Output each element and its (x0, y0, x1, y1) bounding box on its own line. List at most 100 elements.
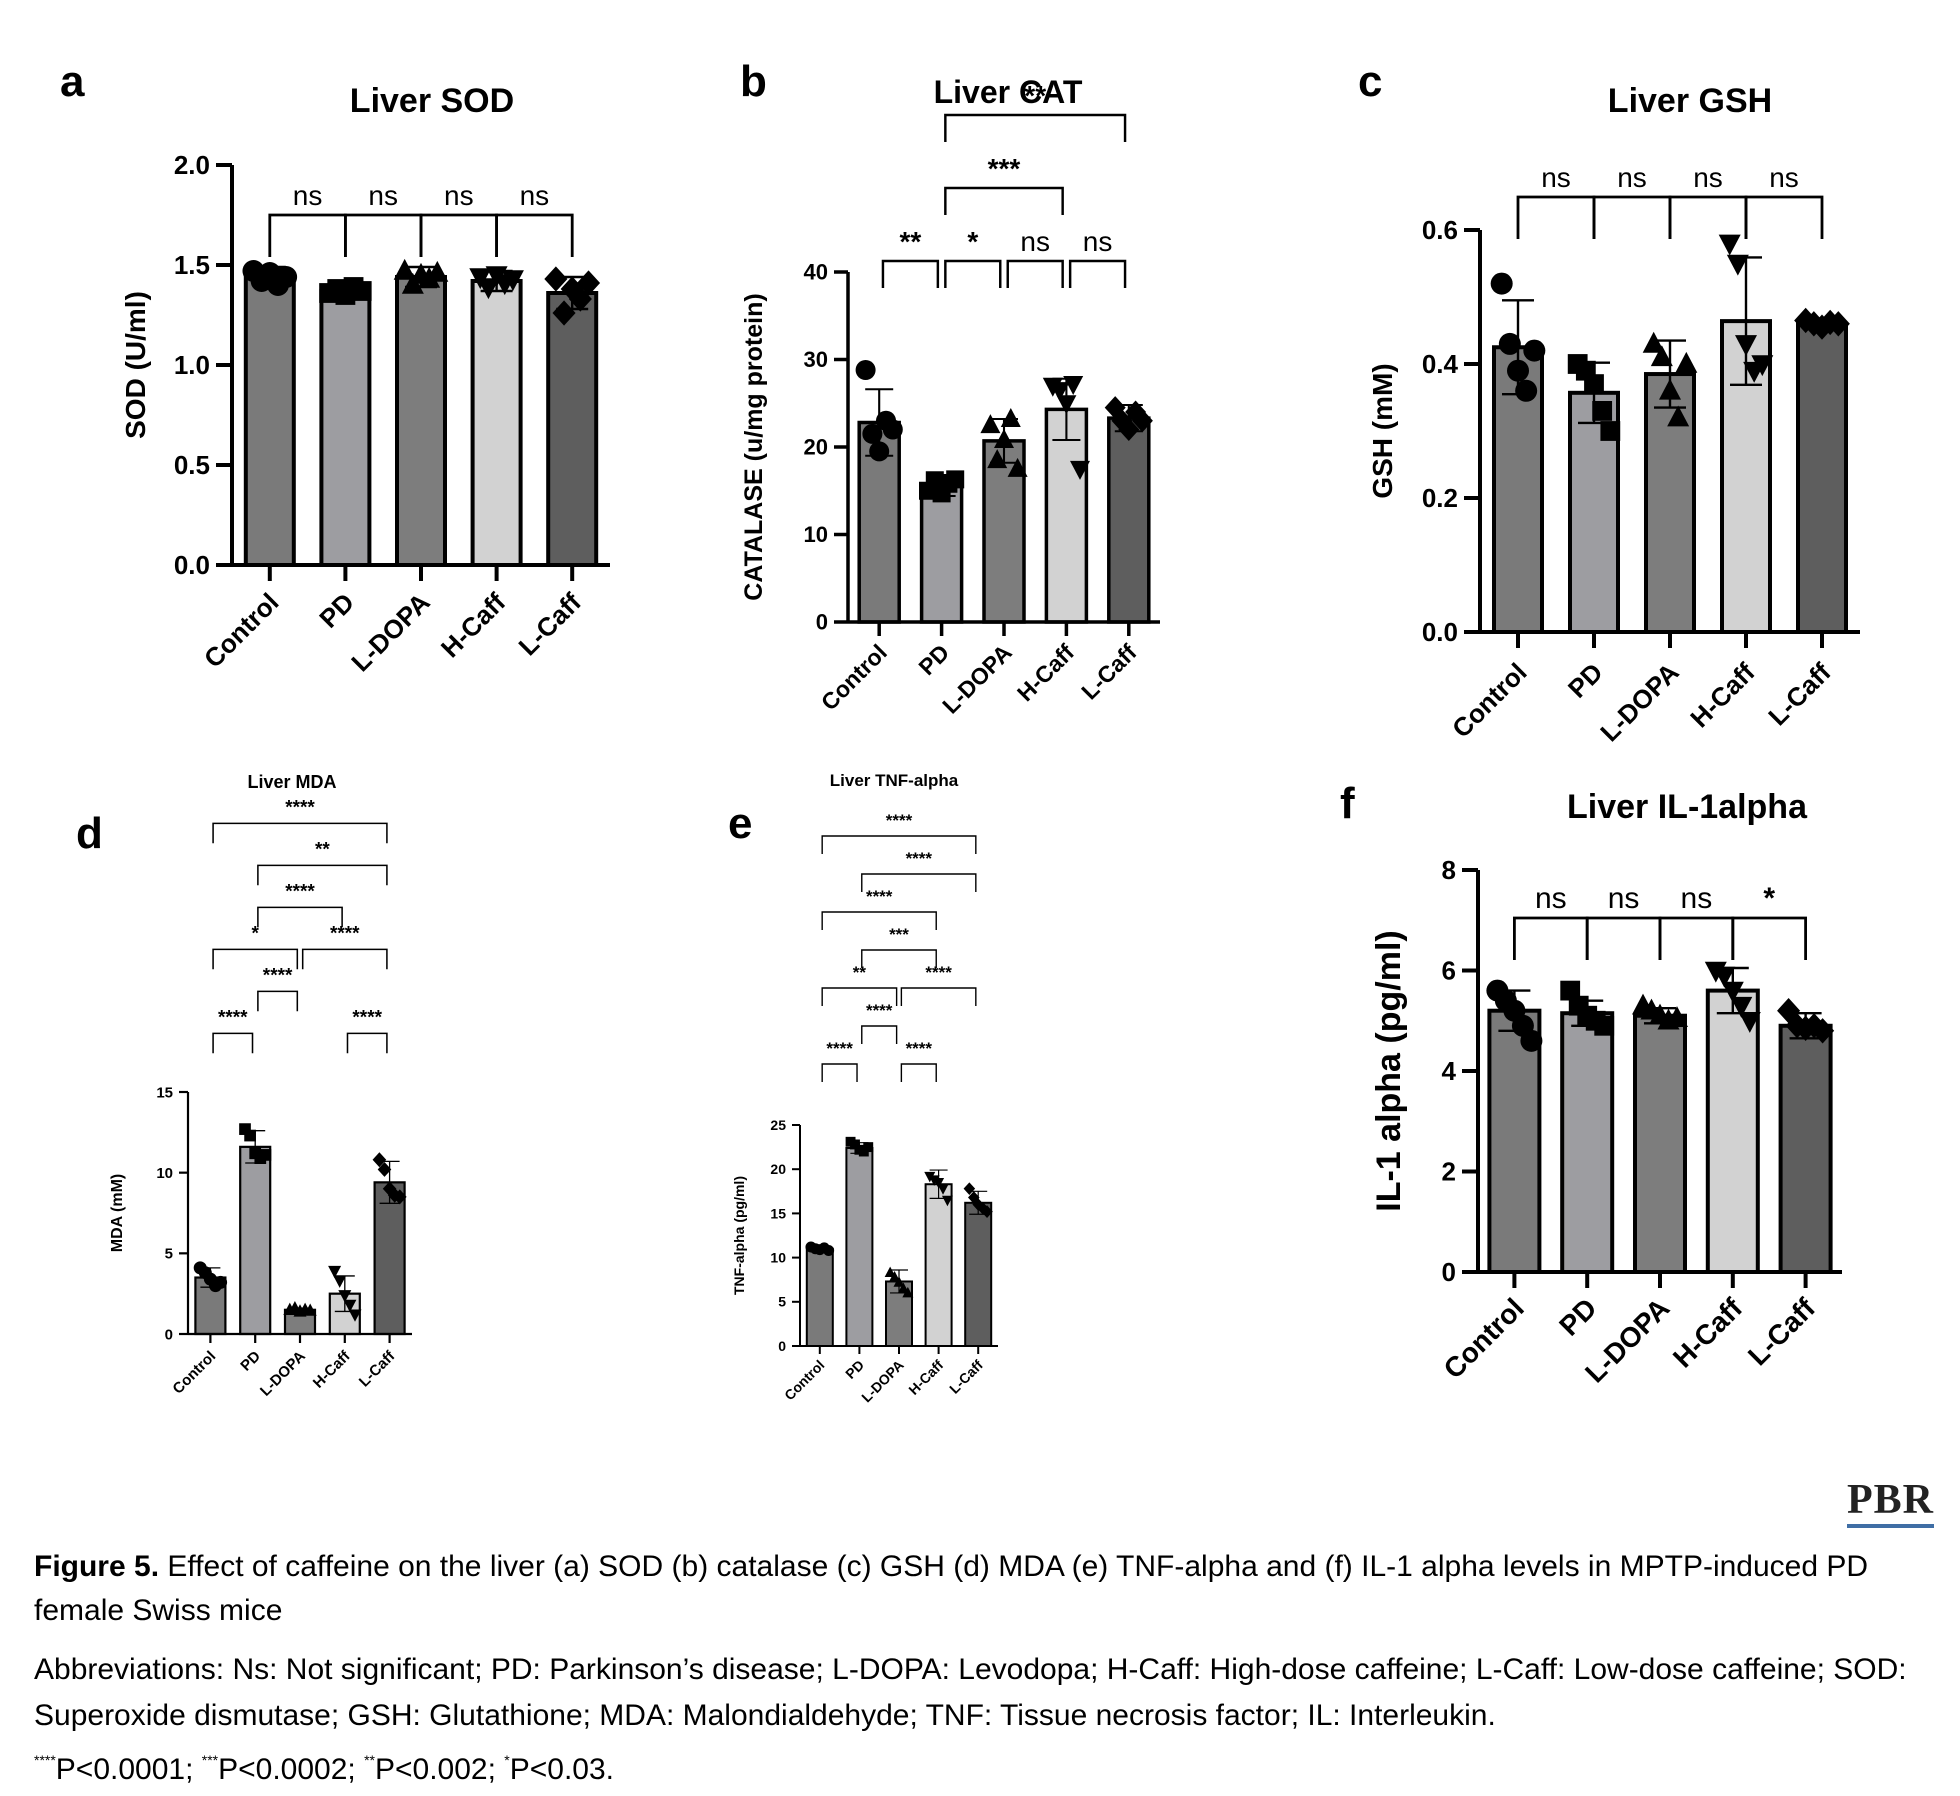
significance-bracket (900, 1063, 937, 1082)
bar-l-caff (1107, 416, 1151, 624)
bar-control (805, 1247, 834, 1348)
significance-label: ns (1083, 226, 1113, 257)
data-point (1070, 460, 1090, 480)
significance-bracket (861, 873, 977, 892)
data-point (392, 1189, 407, 1205)
chart-title: Liver SOD (350, 82, 514, 120)
data-point (1131, 409, 1153, 433)
y-tick-label: 2.0 (174, 150, 210, 180)
y-axis-label: CATALASE (u/mg protein) (740, 293, 768, 600)
y-tick-label: 5 (165, 1246, 173, 1263)
data-point (1490, 272, 1513, 295)
y-tick-label: 6 (1442, 956, 1456, 986)
panel-letter: d (76, 809, 103, 858)
significance-label: ns (1769, 162, 1799, 193)
x-tick-label: Control (816, 639, 892, 715)
data-point (863, 1142, 874, 1153)
y-tick-label: 5 (778, 1294, 786, 1310)
data-point (393, 258, 416, 280)
significance-label: **** (352, 1007, 382, 1028)
significance-label: ns (1541, 162, 1571, 193)
pvalue-item: **P<0.002; (364, 1752, 505, 1786)
significance-label: ** (315, 839, 330, 860)
data-point (1584, 374, 1604, 394)
significance-label: ns (444, 180, 474, 211)
bar-l-dopa (1633, 1013, 1687, 1274)
bar-l-caff (964, 1201, 993, 1347)
data-point (303, 1303, 317, 1316)
data-point (1515, 379, 1538, 402)
significance-bracket (1513, 916, 1589, 960)
chart-panel-b: b Liver CAT CATALASE (u/mg protein) 0 10 20 30… (740, 57, 1160, 719)
panel-letter: a (60, 57, 85, 106)
data-point (889, 1270, 901, 1282)
journal-logo: PBR (1847, 1478, 1934, 1528)
bar-h-caff (924, 1183, 953, 1348)
chart-panel-e: e Liver TNF-alpha TNF-alpha (pg/ml) 0 5 10 15 2… (728, 771, 998, 1405)
significance-bracket (1068, 259, 1127, 288)
significance-label: **** (866, 887, 893, 906)
bar-l-caff (373, 1181, 406, 1336)
significance-label: **** (285, 797, 315, 818)
significance-bracket (821, 835, 977, 854)
data-point (1560, 980, 1581, 1001)
bar-pd (239, 1145, 272, 1336)
significance-bracket (495, 213, 574, 257)
significance-bracket (1585, 916, 1662, 960)
significance-bracket (212, 822, 388, 844)
data-point (980, 414, 1001, 434)
data-point (275, 266, 298, 288)
bar-pd (1560, 1011, 1615, 1275)
significance-bracket (821, 1063, 858, 1082)
bar-l-caff (546, 291, 599, 567)
significance-label: ** (1024, 80, 1046, 111)
significance-bracket (821, 911, 937, 930)
y-axis-label: MDA (mM) (109, 1174, 126, 1253)
data-point (1498, 332, 1521, 355)
y-axis-label: SOD (U/ml) (120, 291, 151, 439)
data-point (893, 1276, 905, 1287)
y-tick-label: 30 (804, 347, 828, 372)
data-point (1721, 981, 1744, 1003)
significance-bracket (881, 259, 940, 288)
data-point (426, 260, 449, 282)
significance-label: ns (1681, 882, 1713, 915)
x-tick-label: L-Caff (1762, 657, 1837, 732)
y-axis-label: IL-1 alpha (pg/ml) (1370, 930, 1408, 1211)
x-tick-label: H-Caff (1012, 639, 1079, 706)
significance-bracket (419, 213, 499, 257)
figure-panels: a Liver SOD SOD (U/ml) 0.0 0.5 1.0 1.5 2.0 Contr… (60, 57, 1860, 1405)
y-tick-label: 0.2 (1422, 483, 1458, 513)
x-tick-label: PD (913, 639, 954, 680)
data-point (1802, 1013, 1826, 1039)
significance-bracket (900, 987, 977, 1006)
data-point (1666, 1006, 1688, 1028)
chart-title: Liver GSH (1608, 82, 1772, 120)
significance-bracket (257, 990, 299, 1012)
data-point (1659, 378, 1681, 400)
x-tick-label: H-Caff (435, 587, 512, 664)
data-point (981, 1205, 993, 1218)
y-tick-label: 0 (816, 610, 828, 635)
significance-bracket (1668, 195, 1748, 239)
data-point (351, 281, 372, 301)
significance-bracket (301, 948, 388, 970)
chart-panel-a: a Liver SOD SOD (U/ml) 0.0 0.5 1.0 1.5 2.0 Contr… (60, 57, 610, 677)
pvalue-item: ****P<0.0001; (34, 1752, 202, 1786)
data-point (941, 1195, 953, 1207)
significance-label: ns (1693, 162, 1723, 193)
y-tick-label: 8 (1442, 855, 1456, 885)
significance-label: **** (906, 1039, 933, 1058)
data-point (855, 360, 876, 380)
bar-control (1487, 1008, 1542, 1274)
data-point (1826, 311, 1850, 337)
bar-l-dopa (1644, 372, 1696, 634)
bar-l-caff (1778, 1023, 1833, 1275)
data-point (1718, 234, 1741, 256)
data-point (372, 1152, 387, 1168)
figure-caption-text: Effect of caffeine on the liver (a) SOD … (34, 1550, 1869, 1627)
significance-note: ****P<0.0001; ***P<0.0002; **P<0.002; *P… (34, 1740, 1934, 1790)
y-axis-label: GSH (mM) (1367, 363, 1398, 498)
significance-bracket (257, 864, 388, 886)
significance-label: ns (368, 180, 398, 211)
